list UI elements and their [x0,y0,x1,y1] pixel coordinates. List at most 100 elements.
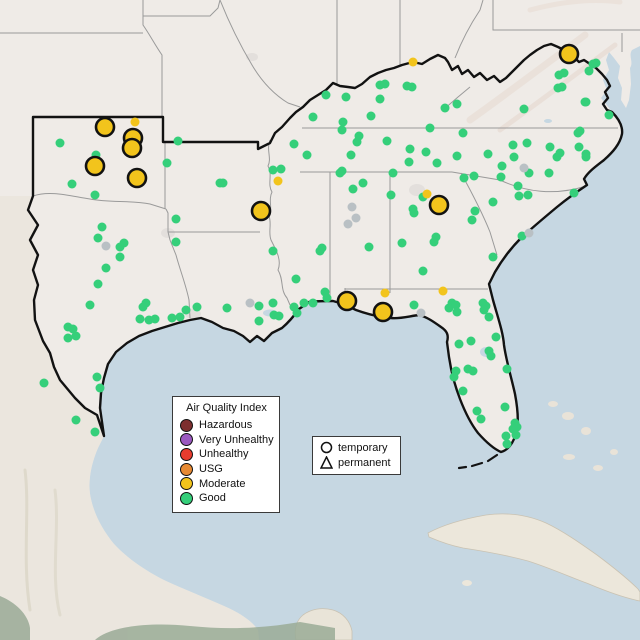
station-marker-no_data[interactable] [101,241,111,251]
station-marker-good[interactable] [358,178,368,188]
station-marker-good[interactable] [451,300,461,310]
station-marker-good[interactable] [425,123,435,133]
station-marker-good[interactable] [292,308,302,318]
station-marker-good[interactable] [440,103,450,113]
station-marker-good[interactable] [575,126,585,136]
station-marker-good[interactable] [68,324,78,334]
station-marker-good[interactable] [388,168,398,178]
station-marker-good[interactable] [93,279,103,289]
station-marker-good[interactable] [466,336,476,346]
station-marker-moderate[interactable] [422,189,432,199]
station-marker-good[interactable] [418,266,428,276]
station-marker-good[interactable] [93,233,103,243]
station-marker-good[interactable] [382,136,392,146]
station-marker-temporary_moderate[interactable] [84,155,106,177]
station-marker-temporary_moderate[interactable] [558,43,580,65]
station-marker-no_data[interactable] [245,298,255,308]
station-marker-good[interactable] [274,311,284,321]
station-marker-good[interactable] [468,366,478,376]
station-marker-good[interactable] [454,339,464,349]
station-marker-good[interactable] [557,82,567,92]
station-marker-good[interactable] [523,190,533,200]
station-marker-good[interactable] [308,112,318,122]
station-marker-moderate[interactable] [273,176,283,186]
station-marker-good[interactable] [555,148,565,158]
station-marker-good[interactable] [162,158,172,168]
station-marker-good[interactable] [302,150,312,160]
station-marker-good[interactable] [181,305,191,315]
station-marker-good[interactable] [544,168,554,178]
station-marker-good[interactable] [67,179,77,189]
station-marker-good[interactable] [115,252,125,262]
station-marker-good[interactable] [458,386,468,396]
station-marker-good[interactable] [338,117,348,127]
station-marker-good[interactable] [452,307,462,317]
station-marker-good[interactable] [218,178,228,188]
station-marker-good[interactable] [405,144,415,154]
station-marker-moderate[interactable] [438,286,448,296]
station-marker-good[interactable] [409,208,419,218]
station-marker-good[interactable] [488,197,498,207]
station-marker-good[interactable] [452,151,462,161]
station-marker-temporary_moderate[interactable] [94,116,116,138]
station-marker-good[interactable] [407,82,417,92]
station-marker-good[interactable] [337,125,347,135]
station-marker-good[interactable] [459,173,469,183]
station-marker-temporary_moderate[interactable] [372,301,394,323]
station-marker-good[interactable] [470,206,480,216]
station-marker-no_data[interactable] [416,308,426,318]
station-marker-good[interactable] [472,406,482,416]
station-marker-good[interactable] [522,138,532,148]
station-marker-good[interactable] [90,427,100,437]
station-marker-good[interactable] [308,298,318,308]
station-marker-good[interactable] [135,314,145,324]
station-marker-good[interactable] [581,97,591,107]
station-marker-good[interactable] [476,414,486,424]
station-marker-good[interactable] [467,215,477,225]
station-marker-good[interactable] [322,293,332,303]
station-marker-good[interactable] [483,149,493,159]
station-marker-no_data[interactable] [351,213,361,223]
station-marker-good[interactable] [486,351,496,361]
station-marker-good[interactable] [452,99,462,109]
station-marker-good[interactable] [171,214,181,224]
station-marker-temporary_moderate[interactable] [250,200,272,222]
station-marker-temporary_moderate[interactable] [126,167,148,189]
station-marker-good[interactable] [364,242,374,252]
station-marker-good[interactable] [458,128,468,138]
station-marker-good[interactable] [429,237,439,247]
station-marker-good[interactable] [421,147,431,157]
station-marker-no_data[interactable] [347,202,357,212]
station-marker-good[interactable] [404,157,414,167]
station-marker-good[interactable] [115,242,125,252]
station-marker-good[interactable] [346,150,356,160]
station-marker-good[interactable] [484,312,494,322]
station-marker-good[interactable] [268,165,278,175]
station-marker-good[interactable] [491,332,501,342]
station-marker-moderate[interactable] [130,117,140,127]
station-marker-good[interactable] [85,300,95,310]
station-marker-good[interactable] [501,431,511,441]
station-marker-good[interactable] [502,364,512,374]
station-marker-good[interactable] [584,66,594,76]
station-marker-good[interactable] [39,378,49,388]
station-marker-good[interactable] [354,131,364,141]
station-marker-good[interactable] [517,231,527,241]
station-marker-good[interactable] [95,383,105,393]
station-marker-good[interactable] [502,439,512,449]
station-marker-good[interactable] [513,181,523,191]
station-marker-good[interactable] [569,188,579,198]
station-marker-no_data[interactable] [524,228,534,238]
station-marker-good[interactable] [90,190,100,200]
station-marker-good[interactable] [508,140,518,150]
station-marker-good[interactable] [497,161,507,171]
station-marker-good[interactable] [409,300,419,310]
station-marker-good[interactable] [192,302,202,312]
station-marker-good[interactable] [545,142,555,152]
station-marker-good[interactable] [479,305,489,315]
station-marker-good[interactable] [268,246,278,256]
station-marker-good[interactable] [222,303,232,313]
station-marker-good[interactable] [375,94,385,104]
station-marker-temporary_moderate[interactable] [428,194,450,216]
station-marker-good[interactable] [397,238,407,248]
